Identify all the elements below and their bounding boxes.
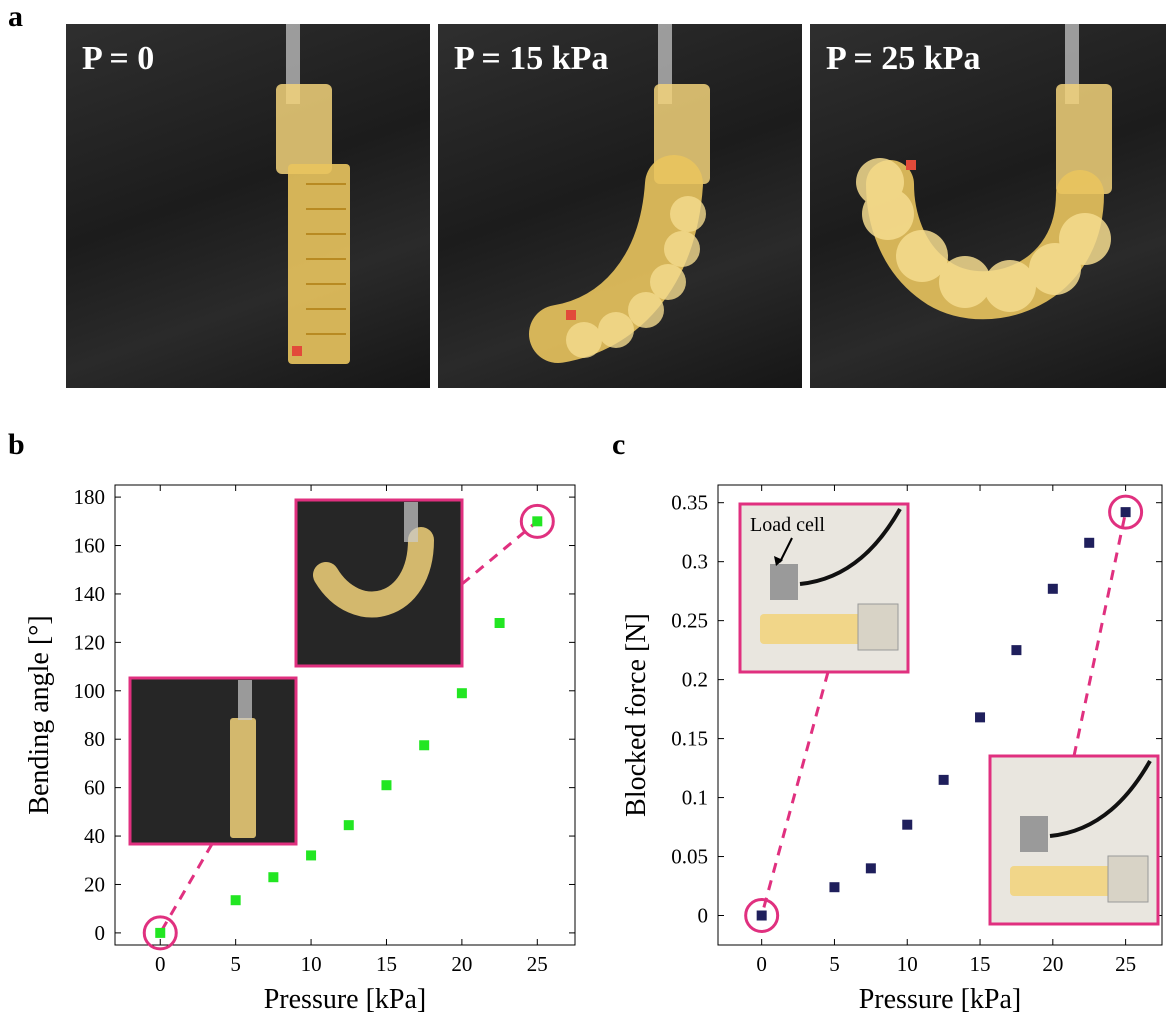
y-tick-label: 0.25: [671, 609, 708, 633]
x-tick-label: 0: [756, 952, 767, 976]
panel-letter-c: c: [612, 428, 626, 461]
callout-line: [760, 671, 830, 916]
data-point: [155, 927, 166, 938]
data-point: [1120, 507, 1131, 518]
photo-p25: P = 25 kPa: [810, 24, 1166, 388]
actuator-straight: [276, 24, 350, 364]
load-cell-arrow: [779, 537, 793, 563]
plot-frame: [114, 484, 576, 946]
photo-label-p0: P = 0: [82, 40, 155, 77]
actuator-bent-25: [856, 24, 1112, 320]
data-point: [456, 688, 467, 699]
inset-photo-load-cell: Load cell: [738, 502, 910, 674]
y-axis-label: Bending angle [°]: [24, 615, 55, 814]
data-point: [1084, 537, 1095, 548]
y-tick-label: 0: [95, 921, 106, 945]
x-tick-label: 5: [829, 952, 840, 976]
photo-label-p25: P = 25 kPa: [826, 40, 981, 77]
highlight-circle: [142, 915, 178, 951]
data-point: [1047, 583, 1058, 594]
y-tick-label: 100: [74, 679, 106, 703]
inset-load-cell: [770, 564, 798, 600]
inset-photo-bent: [294, 498, 464, 668]
inset-actuator: [230, 718, 256, 838]
x-tick-label: 25: [1115, 952, 1136, 976]
y-tick-label: 0.05: [671, 845, 708, 869]
x-tick-label: 10: [897, 952, 918, 976]
inset-clamp: [1107, 855, 1149, 903]
x-tick-label: 15: [376, 952, 397, 976]
highlight-circle: [744, 898, 780, 934]
inset-cable: [1049, 760, 1152, 838]
x-tick-label: 0: [155, 952, 166, 976]
inset-photo-straight: [128, 676, 298, 846]
y-tick-label: 0.1: [682, 786, 708, 810]
y-tick-label: 60: [84, 776, 105, 800]
x-axis-label: Pressure [kPa]: [264, 984, 427, 1015]
data-point: [306, 850, 317, 861]
data-point: [268, 872, 279, 883]
highlight-circle: [519, 503, 555, 539]
y-tick-label: 20: [84, 872, 105, 896]
actuator-bent-15: [529, 24, 710, 363]
data-point: [494, 618, 505, 628]
y-tick-label: 0.3: [682, 550, 708, 574]
y-tick-label: 40: [84, 824, 105, 848]
data-point: [829, 882, 840, 893]
inset-load-cell: [1020, 816, 1048, 852]
data-point: [419, 740, 430, 751]
y-axis-label: Blocked force [N]: [621, 613, 652, 817]
inset-frame: [128, 676, 298, 846]
y-tick-label: 120: [74, 630, 106, 654]
inset-actuator: [313, 527, 434, 618]
inset-holder: [404, 502, 418, 542]
photo-label-p15: P = 15 kPa: [454, 40, 609, 77]
data-point: [532, 516, 543, 527]
inset-cable: [799, 508, 902, 586]
data-point: [756, 910, 767, 921]
data-point: [230, 895, 241, 906]
photo-p0: P = 0: [66, 24, 430, 388]
y-tick-label: 0: [698, 904, 709, 928]
photo-p15: P = 15 kPa: [438, 24, 802, 388]
data-point: [343, 820, 354, 831]
x-tick-label: 10: [301, 952, 322, 976]
inset-holder: [238, 680, 252, 720]
x-tick-label: 25: [527, 952, 548, 976]
load-cell-arrowhead: [774, 556, 783, 566]
x-tick-label: 20: [1042, 952, 1063, 976]
inset-photo-blocked: [988, 754, 1160, 926]
y-tick-label: 0.2: [682, 668, 708, 692]
data-point: [865, 863, 876, 874]
panel-letter-a: a: [8, 0, 23, 33]
x-tick-label: 5: [230, 952, 241, 976]
y-tick-label: 160: [74, 534, 106, 558]
y-tick-label: 0.15: [671, 727, 708, 751]
y-tick-label: 140: [74, 582, 106, 606]
x-axis-label: Pressure [kPa]: [859, 984, 1022, 1015]
callout-line: [1072, 511, 1128, 757]
panel-letter-b: b: [8, 428, 25, 461]
load-cell-label: Load cell: [750, 514, 825, 536]
data-point: [1011, 645, 1022, 656]
data-point: [902, 819, 913, 830]
plot-frame: [717, 484, 1163, 946]
y-tick-label: 80: [84, 727, 105, 751]
x-tick-label: 20: [451, 952, 472, 976]
y-tick-label: 0.35: [671, 491, 708, 515]
data-point: [381, 780, 392, 791]
data-point: [938, 774, 949, 785]
highlight-circle: [1108, 494, 1144, 530]
y-tick-label: 180: [74, 485, 106, 509]
x-tick-label: 15: [970, 952, 991, 976]
inset-clamp: [857, 603, 899, 651]
data-point: [975, 712, 986, 723]
